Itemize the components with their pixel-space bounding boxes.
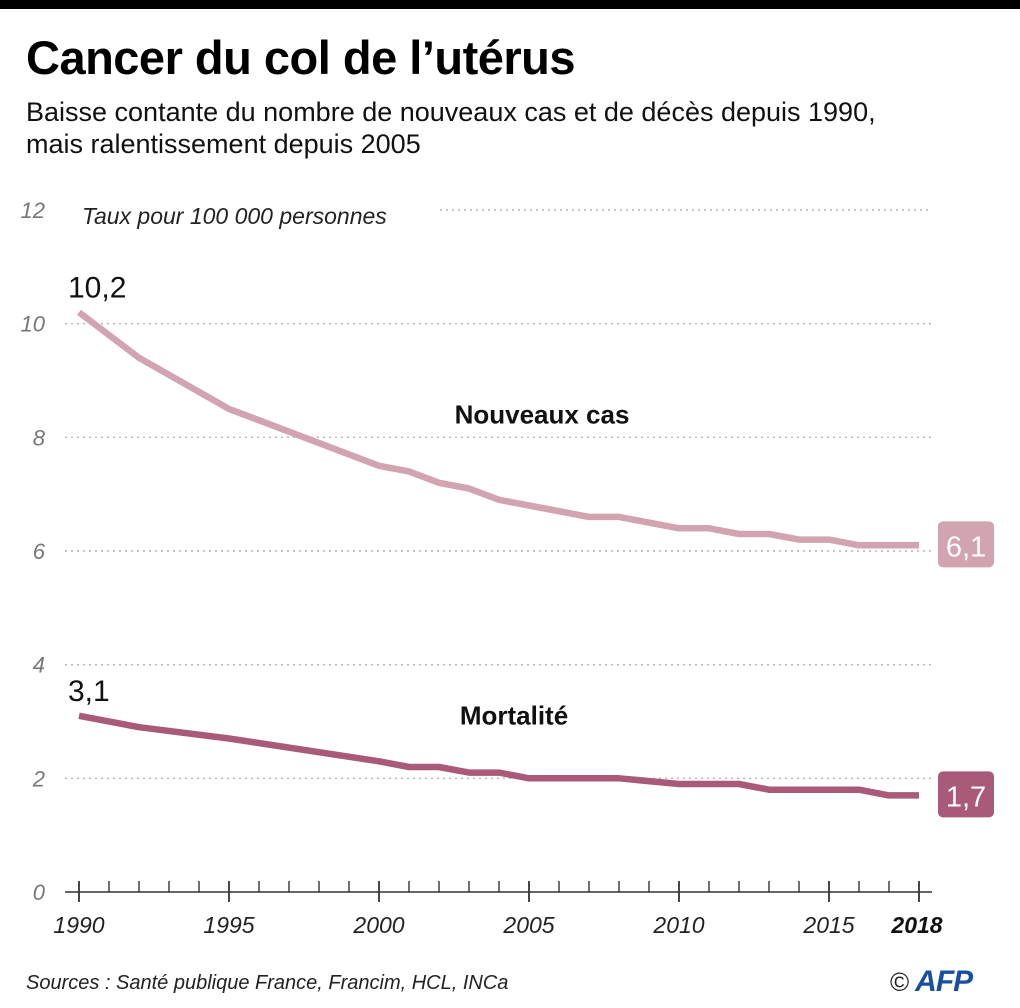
- series-name-1: Mortalité: [460, 701, 568, 731]
- afp-logo-text: AFP: [915, 965, 973, 998]
- x-tick-label-2005: 2005: [502, 912, 554, 938]
- chart-title: Cancer du col de l’utérus: [26, 31, 576, 84]
- afp-logo: © AFP: [890, 964, 973, 1000]
- x-tick-label-1995: 1995: [203, 912, 254, 938]
- chart-subtitle: Baisse contante du nombre de nouveaux ca…: [26, 96, 986, 160]
- series-end-badge-0: [938, 521, 994, 568]
- line-chart: 0 2 4 6 8 10 12 Taux pour 100 000 personnes 19…: [21, 198, 994, 938]
- x-tick-label-2000: 2000: [352, 912, 404, 938]
- y-tick-label-12: 12: [21, 198, 45, 223]
- series-start-label-1: 3,1: [68, 675, 110, 708]
- series-end-label-1: 1,7: [946, 781, 986, 813]
- y-tick-label-10: 10: [21, 312, 46, 337]
- y-tick-label-0: 0: [33, 880, 46, 905]
- gridlines: [65, 209, 932, 780]
- y-tick-label-4: 4: [33, 653, 45, 678]
- subtitle-line-2: mais ralentissement depuis 2005: [26, 129, 421, 159]
- sources-note: Sources : Santé publique France, Francim…: [26, 972, 509, 994]
- y-axis-ticks: 0 2 4 6 8 10 12: [21, 198, 46, 905]
- series-lines: [77, 309, 919, 799]
- series-line-0: [77, 309, 919, 549]
- y-axis-label: Taux pour 100 000 personnes: [82, 203, 387, 229]
- series-start-label-0: 10,2: [68, 271, 126, 304]
- x-tick-label-2018: 2018: [890, 912, 942, 938]
- y-tick-label-6: 6: [33, 539, 46, 564]
- x-axis: 1990 1995 2000 2005 2010 2015 2018: [53, 881, 943, 938]
- y-tick-label-2: 2: [32, 766, 45, 791]
- copyright-symbol: ©: [890, 966, 910, 997]
- series-labels: Nouveaux cas 10,2 6,1 Mortalité 3,1 1,7: [68, 271, 994, 818]
- x-tick-label-2015: 2015: [802, 912, 854, 938]
- subtitle-line-1: Baisse contante du nombre de nouveaux ca…: [26, 97, 876, 127]
- x-tick-label-1990: 1990: [53, 912, 104, 938]
- series-end-label-0: 6,1: [946, 531, 986, 563]
- series-name-0: Nouveaux cas: [455, 399, 630, 429]
- series-end-badge-1: [938, 771, 994, 818]
- series-line-1: [78, 712, 919, 799]
- top-bar: [0, 0, 1020, 9]
- y-tick-label-8: 8: [33, 425, 46, 450]
- x-tick-label-2010: 2010: [652, 912, 704, 938]
